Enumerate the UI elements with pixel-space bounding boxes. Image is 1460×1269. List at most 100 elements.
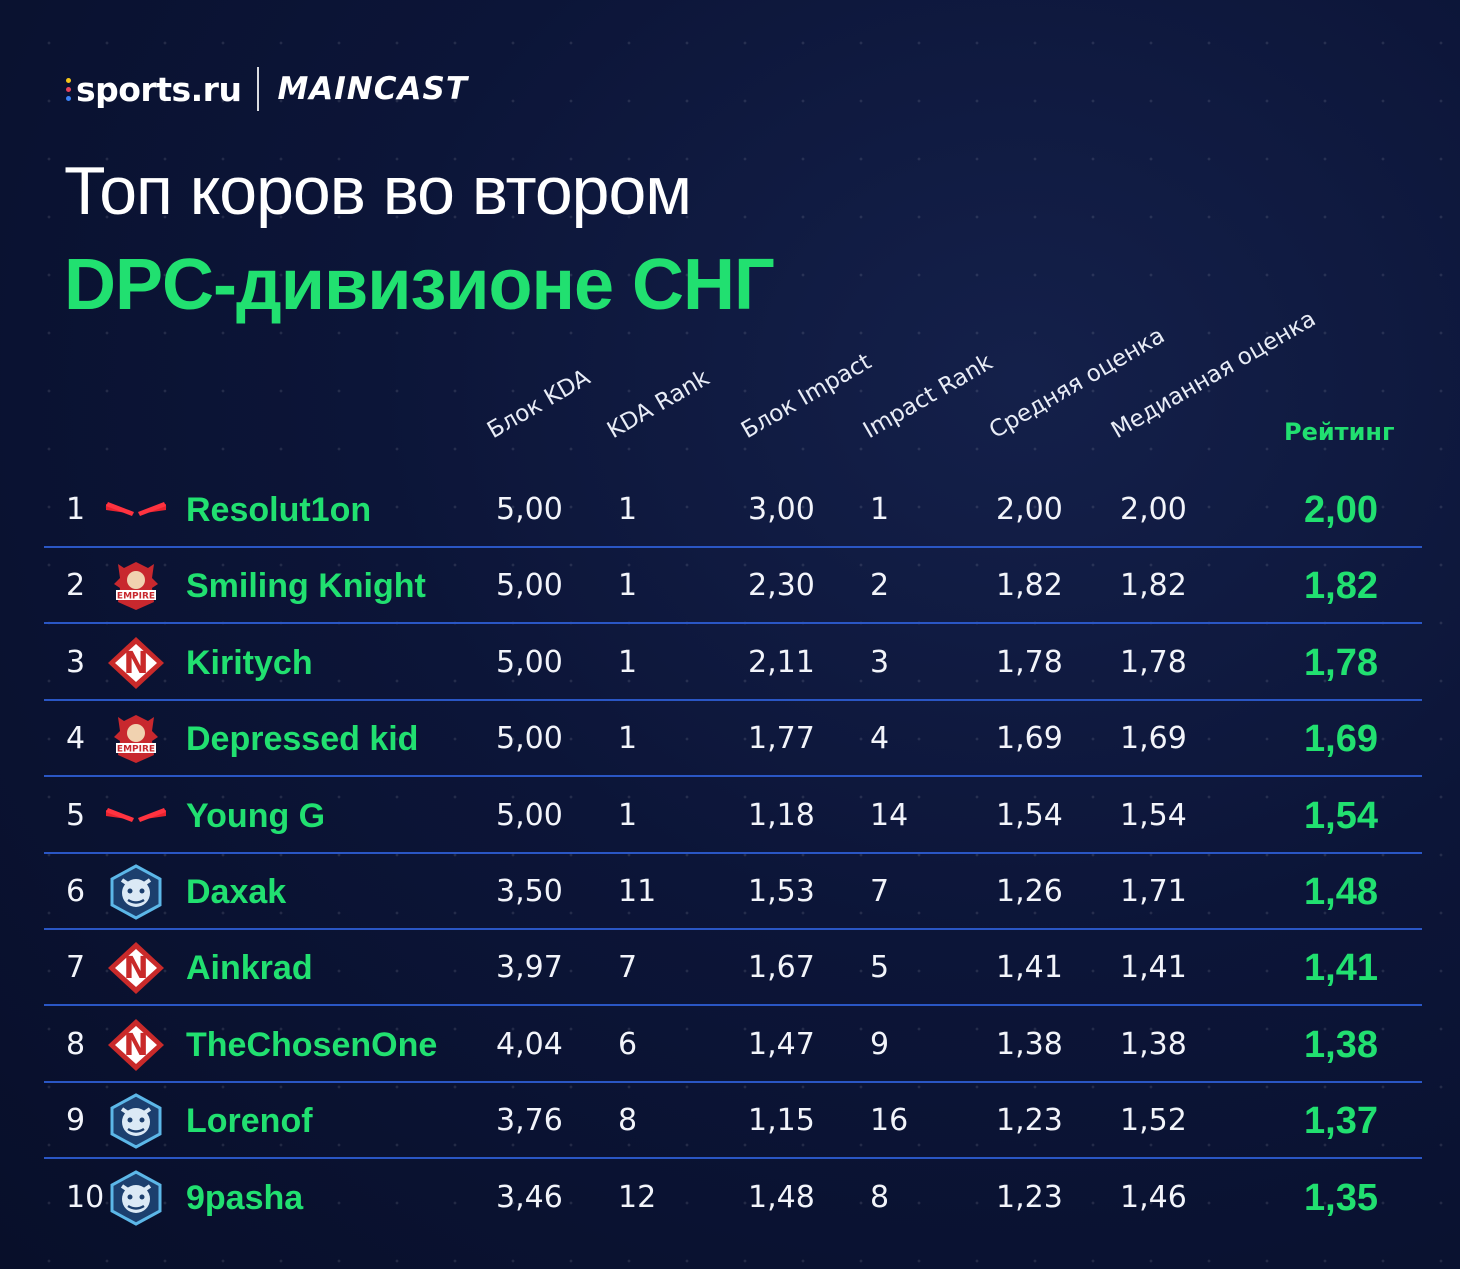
player-name: Ainkrad [186,949,313,988]
table-row: 4 EMPIRE Depressed kid 5,00 1 1,77 4 1,69 1,69 1,… [44,701,1422,778]
median-score-cell: 1,82 [1120,568,1187,604]
player-name: Depressed kid [186,720,419,759]
average-score-cell: 1,78 [996,644,1063,680]
kda-block-cell: 3,46 [496,1179,563,1215]
sports-dots-icon [66,77,71,101]
dot-blue [66,95,71,101]
impact-rank-cell: 7 [870,874,890,909]
rating-cell: 1,78 [1304,641,1378,684]
rank-cell: 1 [66,492,86,527]
kda-rank-cell: 1 [618,492,638,527]
svg-text:EMPIRE: EMPIRE [117,592,155,602]
kda-rank-cell: 12 [618,1179,657,1215]
table-row: 6 Daxak 3,50 11 1,53 7 1,26 1,71 1,48 [44,854,1422,930]
kda-block-cell: 3,97 [496,950,563,986]
median-score-cell: 1,71 [1120,874,1187,909]
yeti-team-logo-icon [104,1093,168,1149]
rating-cell: 1,41 [1304,947,1378,990]
rank-cell: 2 [66,568,86,604]
kda-rank-cell: 1 [618,644,638,680]
kda-rank-cell: 1 [618,568,638,604]
impact-rank-cell: 8 [870,1179,890,1215]
impact-block-cell: 1,53 [748,874,815,909]
average-score-cell: 1,41 [996,950,1063,986]
kda-block-cell: 4,04 [496,1026,563,1062]
player-name: Smiling Knight [186,567,426,606]
impact-block-cell: 1,15 [748,1103,815,1139]
header-rating: Рейтинг [1284,418,1395,446]
svg-text:N: N [123,1028,148,1063]
rank-cell: 9 [66,1103,86,1139]
impact-rank-cell: 4 [870,721,890,757]
rank-cell: 3 [66,644,86,680]
empire-team-logo-icon: EMPIRE [104,558,168,614]
table-row: 3 N Kiritych 5,00 1 2,11 3 1,78 1,78 1,78 [44,625,1422,701]
median-score-cell: 1,52 [1120,1103,1187,1139]
brand-separator [257,67,260,111]
player-name: Daxak [186,873,287,911]
player-name: Kiritych [186,643,313,682]
impact-block-cell: 2,30 [748,568,815,604]
kda-rank-cell: 8 [618,1103,638,1139]
page-title-line2: DPC-дивизионе СНГ [64,245,775,325]
impact-rank-cell: 5 [870,950,890,986]
rating-cell: 1,38 [1304,1023,1378,1066]
nemiga-team-logo-icon: N [104,635,168,691]
average-score-cell: 1,23 [996,1179,1063,1215]
table-row: 5 Young G 5,00 1 1,18 14 1,54 1,54 1,54 [44,778,1422,854]
impact-block-cell: 2,11 [748,644,815,680]
player-name: Resolut1on [186,491,372,529]
player-name: Young G [186,796,326,835]
rank-cell: 10 [66,1179,105,1215]
row-divider [44,775,1422,778]
svg-text:N: N [123,951,148,986]
kda-rank-cell: 6 [618,1026,638,1062]
average-score-cell: 2,00 [996,492,1063,527]
rating-cell: 2,00 [1304,489,1378,531]
row-divider [44,928,1422,930]
table-row: 8 N TheChosenOne 4,04 6 1,47 9 1,38 1,38 1,38 [44,1007,1422,1083]
row-divider [44,546,1422,548]
average-score-cell: 1,26 [996,874,1063,909]
dot-red [66,86,71,92]
rank-cell: 8 [66,1026,86,1062]
player-name: 9pasha [186,1178,304,1217]
median-score-cell: 1,69 [1120,721,1187,757]
kda-rank-cell: 11 [618,874,657,909]
rating-cell: 1,37 [1304,1100,1378,1143]
impact-block-cell: 1,18 [748,797,815,833]
impact-rank-cell: 9 [870,1026,890,1062]
row-divider [44,622,1422,625]
sports-logo: sports.ru [76,69,242,109]
median-score-cell: 1,41 [1120,950,1187,986]
svg-text:EMPIRE: EMPIRE [117,745,155,755]
impact-block-cell: 1,67 [748,950,815,986]
table-row: 7 N Ainkrad 3,97 7 1,67 5 1,41 1,41 1,41 [44,930,1422,1007]
row-divider [44,1157,1422,1160]
median-score-cell: 1,38 [1120,1026,1187,1062]
table-row: 1 Resolut1on 5,00 1 3,00 1 2,00 2,00 2,00 [44,472,1422,548]
row-divider [44,698,1422,701]
nemiga-team-logo-icon: N [104,940,168,996]
average-score-cell: 1,69 [996,721,1063,757]
player-name: TheChosenOne [186,1025,438,1064]
median-score-cell: 1,46 [1120,1179,1187,1215]
red-chevron-team-logo-icon [104,482,168,538]
kda-rank-cell: 1 [618,797,638,833]
nemiga-team-logo-icon: N [104,1017,168,1073]
average-score-cell: 1,54 [996,797,1063,833]
kda-block-cell: 5,00 [496,644,563,680]
rating-cell: 1,54 [1304,794,1378,837]
impact-block-cell: 1,47 [748,1026,815,1062]
kda-block-cell: 5,00 [496,721,563,757]
median-score-cell: 1,54 [1120,797,1187,833]
row-divider [44,1080,1422,1083]
empire-team-logo-icon: EMPIRE [104,711,168,767]
average-score-cell: 1,82 [996,568,1063,604]
maincast-logo: MAINCAST [277,71,468,107]
impact-rank-cell: 14 [870,797,909,833]
impact-block-cell: 1,48 [748,1179,815,1215]
page-title-line1: Топ коров во втором [64,153,692,229]
impact-rank-cell: 1 [870,492,890,527]
